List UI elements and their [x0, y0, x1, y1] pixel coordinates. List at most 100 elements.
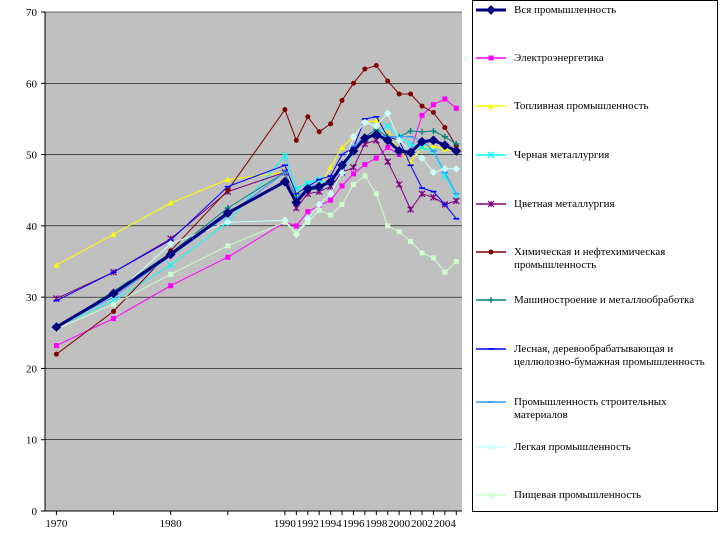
x-tick-label: 1990	[274, 518, 297, 530]
data-point	[225, 254, 231, 260]
series-layer	[51, 62, 462, 357]
data-point	[362, 66, 368, 72]
data-point	[430, 110, 436, 116]
y-tick-label: 0	[32, 506, 38, 518]
data-point	[430, 128, 437, 135]
data-point	[339, 97, 345, 103]
legend-marker	[476, 249, 506, 255]
legend-marker	[476, 297, 506, 303]
data-point	[359, 133, 370, 144]
data-point	[108, 288, 119, 299]
data-point	[224, 176, 231, 183]
x-tick-label: 2000	[388, 518, 411, 530]
data-point	[325, 176, 336, 187]
legend-marker	[476, 55, 506, 61]
data-point	[53, 351, 59, 357]
x-tick-label: 1992	[297, 518, 319, 530]
series-8	[53, 115, 460, 302]
legend-symbol	[488, 249, 494, 255]
axes	[44, 12, 462, 512]
data-point	[417, 136, 427, 147]
data-point	[407, 140, 415, 148]
data-point	[442, 269, 448, 275]
x-tick-label: 1998	[365, 518, 388, 530]
data-point	[168, 283, 174, 289]
x-tick-label: 1994	[320, 518, 343, 530]
data-point	[328, 121, 334, 127]
y-tick-label: 20	[26, 363, 38, 375]
data-point	[316, 129, 322, 135]
data-point	[293, 230, 299, 236]
plot-background	[45, 12, 462, 511]
data-point	[282, 219, 288, 225]
legend-symbol	[488, 103, 494, 109]
data-point	[350, 163, 357, 171]
data-point	[362, 173, 368, 179]
data-point	[167, 261, 175, 269]
data-point	[442, 96, 448, 102]
legend-label: Электроэнергетика	[514, 52, 604, 64]
data-point	[326, 190, 335, 198]
data-point	[349, 133, 358, 141]
y-tick-label: 70	[26, 7, 38, 19]
data-point	[395, 181, 403, 188]
data-point	[166, 239, 175, 248]
y-tick-label: 60	[26, 78, 38, 90]
legend-marker	[476, 443, 506, 451]
chart-area: 0 10 20 30 40 50 60 70 1970 1980 1990 1992 1994 1996…	[26, 7, 462, 530]
data-point	[328, 212, 334, 218]
data-point	[428, 135, 439, 146]
data-point	[429, 168, 438, 177]
data-point	[384, 158, 392, 166]
y-tick-label: 50	[26, 150, 38, 162]
data-point	[395, 136, 403, 145]
data-point	[453, 259, 459, 264]
data-point	[372, 122, 381, 130]
legend-symbol	[486, 5, 496, 15]
legend-symbol	[487, 151, 495, 159]
data-point	[430, 193, 437, 201]
data-point	[384, 109, 392, 117]
series-6	[53, 62, 459, 357]
data-point	[53, 262, 60, 268]
legend-symbol	[487, 443, 495, 451]
data-point	[291, 197, 302, 208]
data-point	[282, 107, 288, 113]
data-point	[408, 91, 414, 97]
data-point	[350, 182, 356, 188]
data-point	[452, 197, 460, 205]
series-line	[56, 116, 457, 302]
data-point	[348, 146, 359, 156]
data-point	[441, 172, 449, 180]
data-point	[362, 162, 368, 168]
data-point	[339, 201, 345, 207]
data-point	[293, 137, 299, 143]
x-axis-ticks: 1970 1980 1990 1992 1994 1996 1998 2000 2002 2004	[45, 511, 457, 530]
legend-marker	[476, 151, 506, 159]
data-point	[382, 135, 393, 146]
data-point	[328, 197, 334, 203]
legend-symbol	[488, 55, 494, 61]
data-point	[225, 243, 231, 249]
data-point	[373, 117, 380, 123]
chart-legend: Вся промышленность Электроэнергетика Топли…	[472, 0, 718, 512]
legend-label: Вся промышленность	[514, 4, 617, 16]
legend-label: Топливная промышленность	[514, 100, 649, 112]
legend-label: Цветная металлургия	[514, 198, 615, 210]
data-point	[339, 183, 345, 189]
data-point	[281, 152, 289, 160]
data-point	[111, 301, 117, 307]
legend-label: Химическая и нефтехимическая промышленно…	[514, 246, 666, 271]
series-1	[51, 129, 462, 332]
legend-label: Промышленность строительных материалов	[514, 396, 667, 421]
data-point	[280, 176, 290, 187]
x-tick-label: 1970	[45, 518, 68, 530]
data-point	[293, 223, 299, 229]
data-point	[225, 187, 231, 193]
data-point	[441, 133, 448, 140]
data-point	[338, 168, 346, 177]
data-point	[441, 165, 449, 173]
data-point	[222, 208, 233, 218]
data-point	[419, 103, 425, 109]
data-point	[430, 102, 436, 108]
